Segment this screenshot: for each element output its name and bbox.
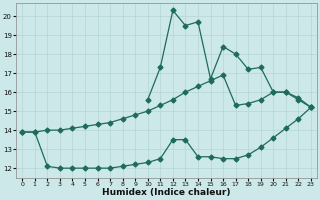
X-axis label: Humidex (Indice chaleur): Humidex (Indice chaleur) (102, 188, 231, 197)
